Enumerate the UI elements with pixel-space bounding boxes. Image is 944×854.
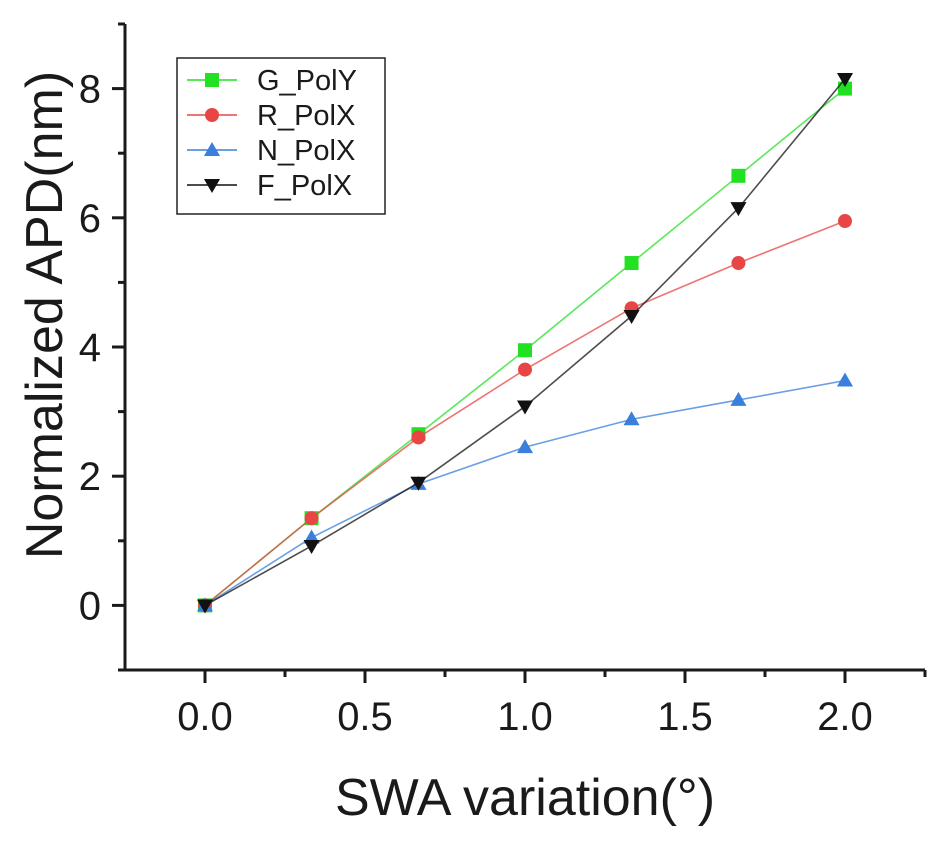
data-point <box>623 411 640 426</box>
data-point <box>731 168 746 183</box>
data-point <box>730 391 747 406</box>
y-tick-label: 0 <box>79 584 101 628</box>
x-tick-label: 1.0 <box>497 695 553 739</box>
legend-marker <box>203 141 221 156</box>
x-ticks: 0.0 0.5 1.0 1.5 2.0 <box>177 670 927 739</box>
plot-area <box>196 72 854 614</box>
y-tick-label: 4 <box>79 326 101 370</box>
data-point <box>623 310 640 325</box>
legend-item: R_PolX <box>187 100 355 132</box>
legend-marker <box>205 73 219 87</box>
legend-label: G_PolY <box>257 65 357 97</box>
legend-label: R_PolX <box>257 100 355 132</box>
data-point <box>518 343 532 358</box>
x-axis-label: SWA variation(°) <box>335 769 715 827</box>
y-tick-label: 6 <box>79 197 101 241</box>
legend-marker <box>205 108 219 122</box>
data-point <box>838 81 852 96</box>
data-point <box>730 202 747 217</box>
y-axis-label: Normalized APD(nm) <box>16 71 74 559</box>
legend-item: F_PolX <box>187 170 352 202</box>
y-tick-label: 2 <box>79 455 101 499</box>
y-ticks: 0 2 4 6 8 <box>79 22 125 672</box>
data-point <box>304 511 319 526</box>
x-tick-label: 2.0 <box>817 695 873 739</box>
data-point <box>410 476 427 491</box>
data-point <box>518 362 532 377</box>
legend-label: F_PolX <box>257 170 352 202</box>
legend-item: N_PolX <box>187 135 355 167</box>
legend-item: G_PolY <box>187 65 357 97</box>
data-point <box>411 430 426 445</box>
x-tick-label: 0.0 <box>177 695 233 739</box>
data-point <box>836 72 854 87</box>
series-f-polx <box>196 72 854 614</box>
data-point <box>836 372 854 387</box>
data-point <box>303 540 320 555</box>
data-point <box>196 599 214 614</box>
x-tick-label: 0.5 <box>337 695 393 739</box>
data-point <box>624 256 639 271</box>
x-tick-label: 1.5 <box>657 695 713 739</box>
data-point <box>731 256 746 271</box>
y-tick-label: 8 <box>79 68 101 112</box>
legend-marker <box>203 179 221 194</box>
data-point <box>516 439 534 454</box>
data-point <box>838 214 852 229</box>
legend-label: N_PolX <box>257 135 355 167</box>
data-point <box>516 400 534 415</box>
